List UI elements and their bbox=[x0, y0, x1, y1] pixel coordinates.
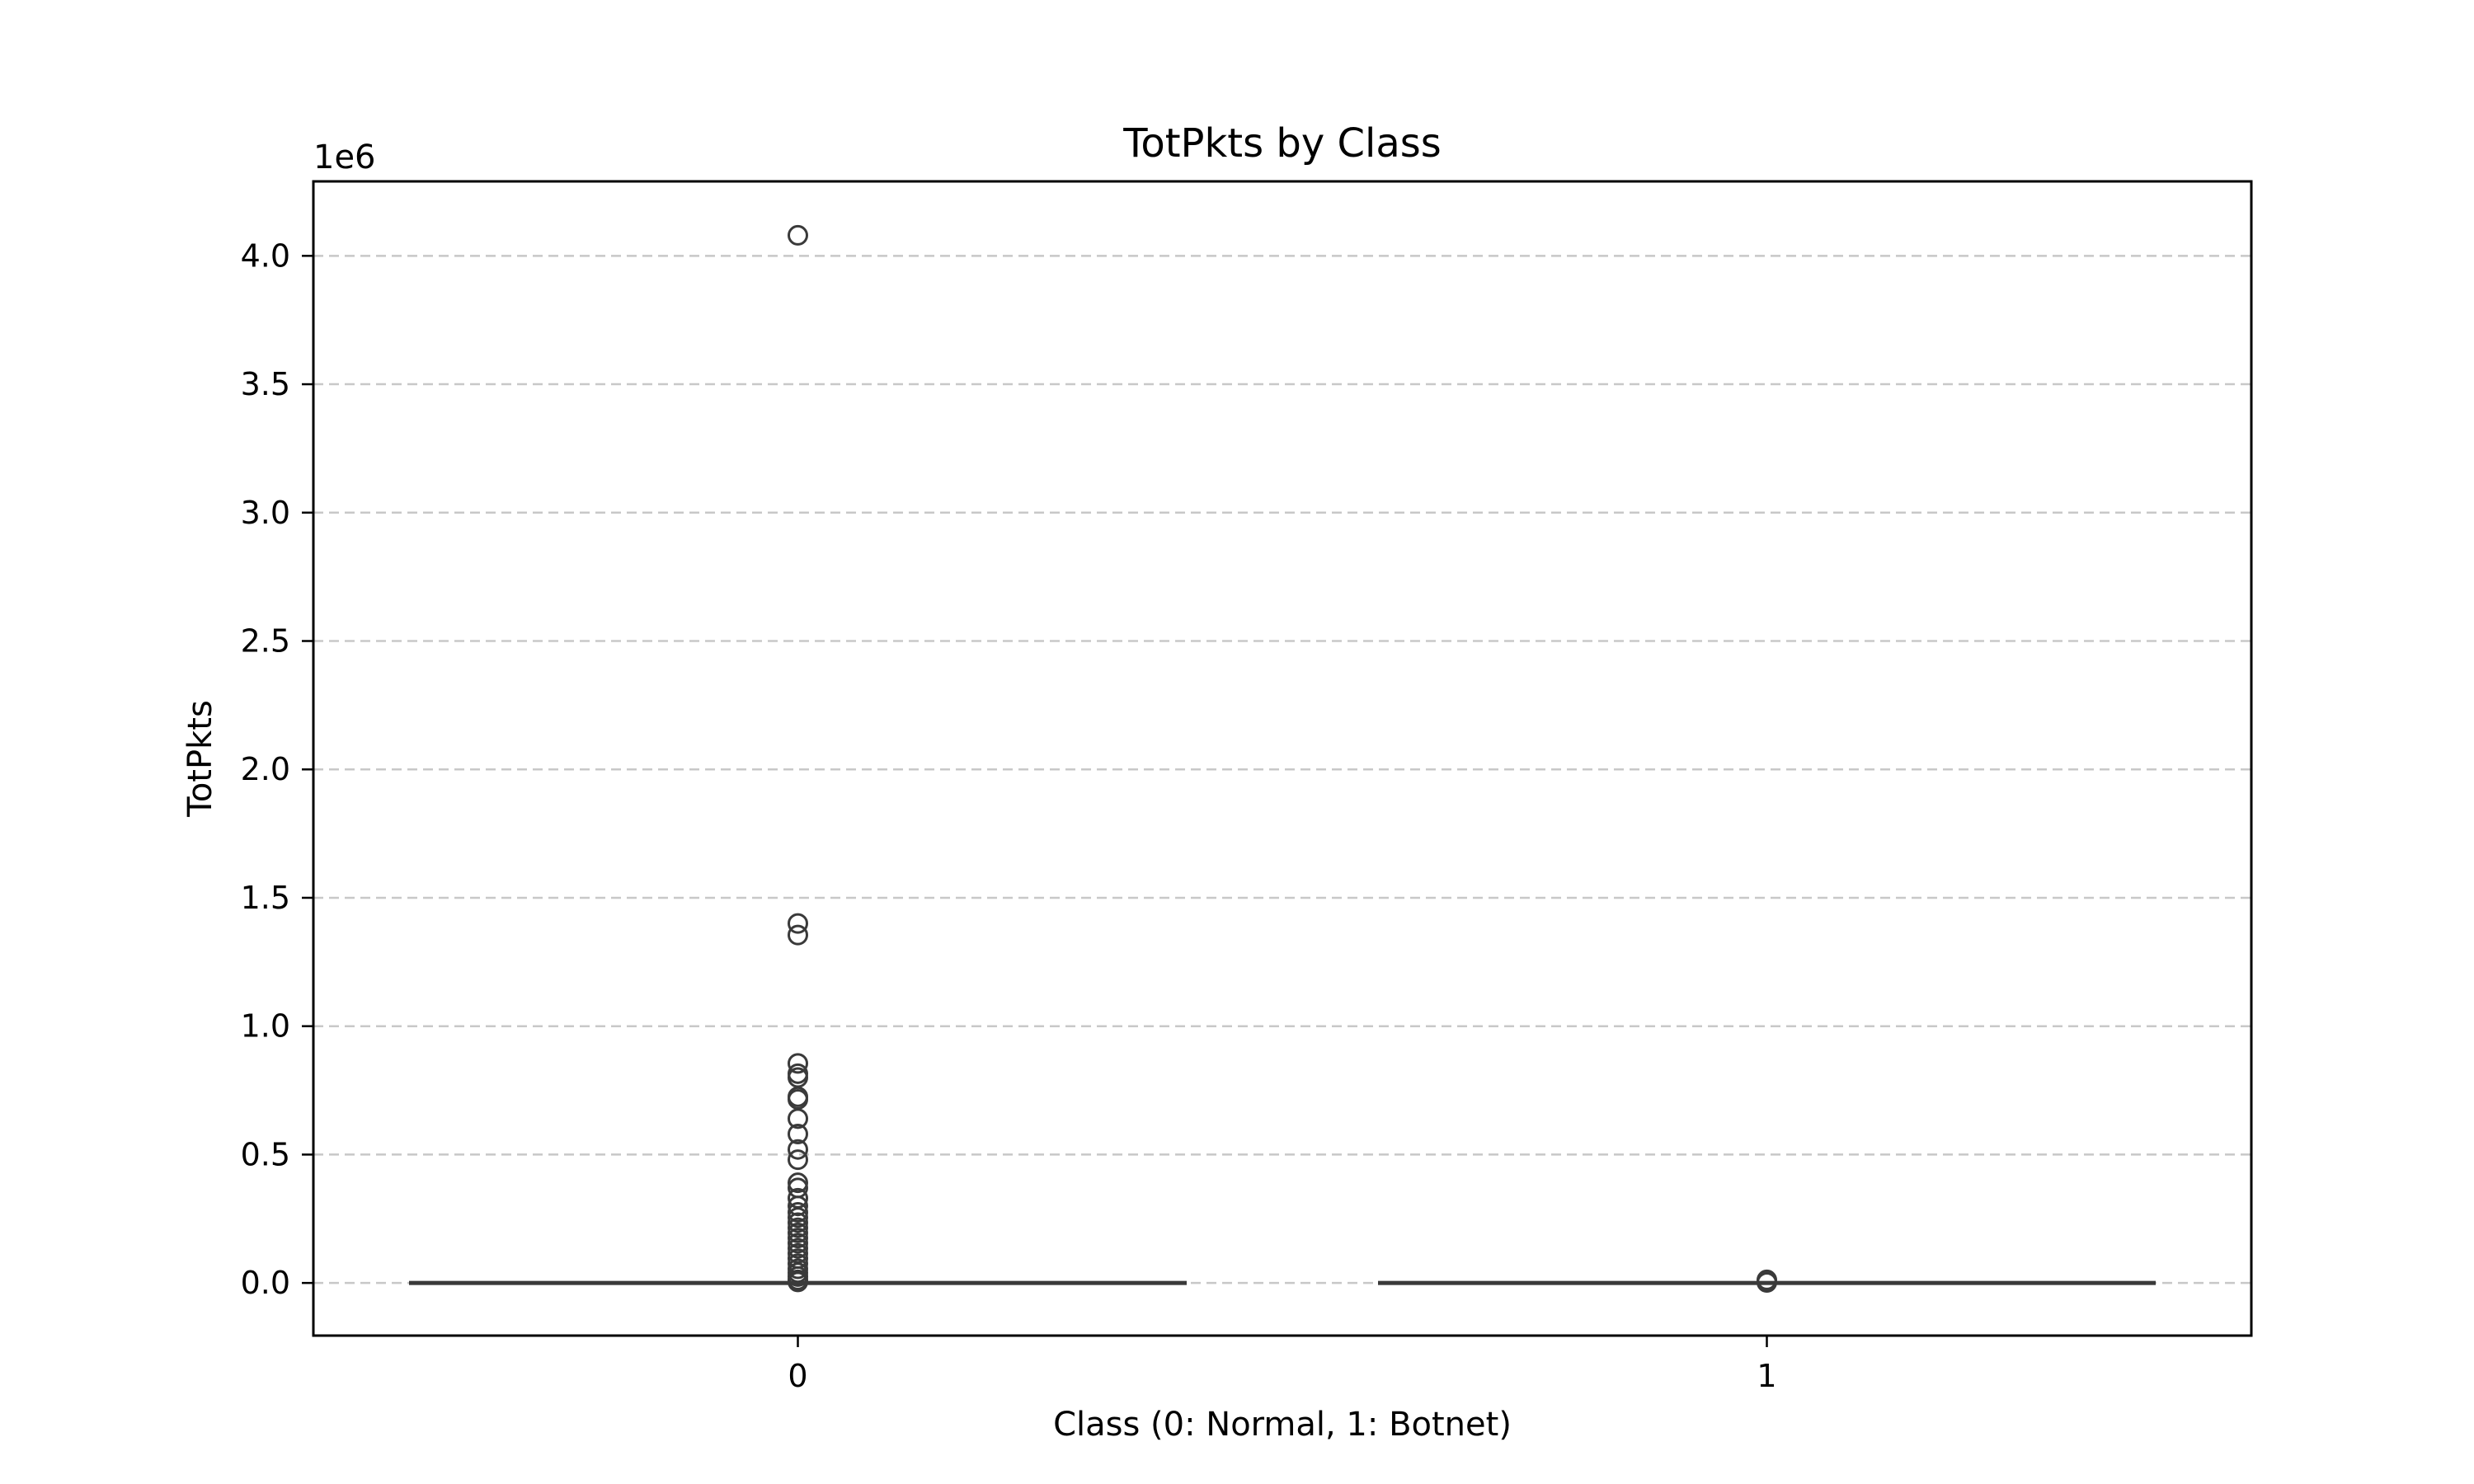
y-tick-label: 0.0 bbox=[241, 1265, 290, 1301]
outlier-point-category-0 bbox=[788, 913, 808, 934]
y-tick-label: 0.5 bbox=[241, 1136, 290, 1172]
outlier-point-category-0 bbox=[788, 1233, 808, 1254]
outlier-point-category-0 bbox=[788, 1202, 808, 1223]
outlier-point-category-0 bbox=[788, 1108, 808, 1129]
outlier-point-category-0 bbox=[788, 1149, 808, 1171]
y-tick-label: 4.0 bbox=[241, 237, 290, 274]
y-axis-label: TotPkts bbox=[181, 700, 219, 818]
outlier-point-category-0 bbox=[788, 1271, 808, 1293]
outlier-point-category-0 bbox=[788, 1172, 808, 1194]
y-offset-label: 1e6 bbox=[313, 139, 376, 176]
x-tick-label: 1 bbox=[1757, 1358, 1776, 1394]
y-axis-ticks: 0.0 0.5 1.0 1.5 2.0 2.5 3.0 3.5 4.0 bbox=[241, 237, 313, 1301]
x-tick-label: 0 bbox=[788, 1358, 807, 1394]
outlier-point-category-1 bbox=[1757, 1272, 1777, 1294]
outlier-point-category-0 bbox=[788, 1217, 808, 1238]
y-tick-label: 2.0 bbox=[241, 751, 290, 787]
outlier-point-category-0 bbox=[788, 1237, 808, 1259]
outlier-point-category-0 bbox=[788, 1124, 808, 1145]
outlier-point-category-0 bbox=[788, 224, 808, 246]
outlier-point-category-0 bbox=[788, 1222, 808, 1243]
y-tick-label: 3.0 bbox=[241, 495, 290, 531]
y-tick-label: 1.5 bbox=[241, 880, 290, 916]
grid-lines bbox=[313, 255, 2251, 1284]
outliers bbox=[788, 224, 1777, 1294]
x-axis-label: Class (0: Normal, 1: Botnet) bbox=[1053, 1406, 1512, 1444]
y-tick-label: 2.5 bbox=[241, 623, 290, 660]
outlier-point-category-0 bbox=[788, 1195, 808, 1217]
y-tick-label: 3.5 bbox=[241, 366, 290, 402]
outlier-point-category-0 bbox=[788, 1139, 808, 1160]
outlier-point-category-0 bbox=[788, 924, 808, 946]
outlier-point-category-0 bbox=[788, 1207, 808, 1228]
plot-area-frame bbox=[312, 180, 2253, 1337]
outlier-point-category-0 bbox=[788, 1053, 808, 1074]
outlier-point-category-0 bbox=[788, 1228, 808, 1249]
chart-title: TotPkts by Class bbox=[1122, 120, 1442, 167]
outlier-point-category-0 bbox=[788, 1212, 808, 1233]
y-tick-label: 1.0 bbox=[241, 1008, 290, 1045]
